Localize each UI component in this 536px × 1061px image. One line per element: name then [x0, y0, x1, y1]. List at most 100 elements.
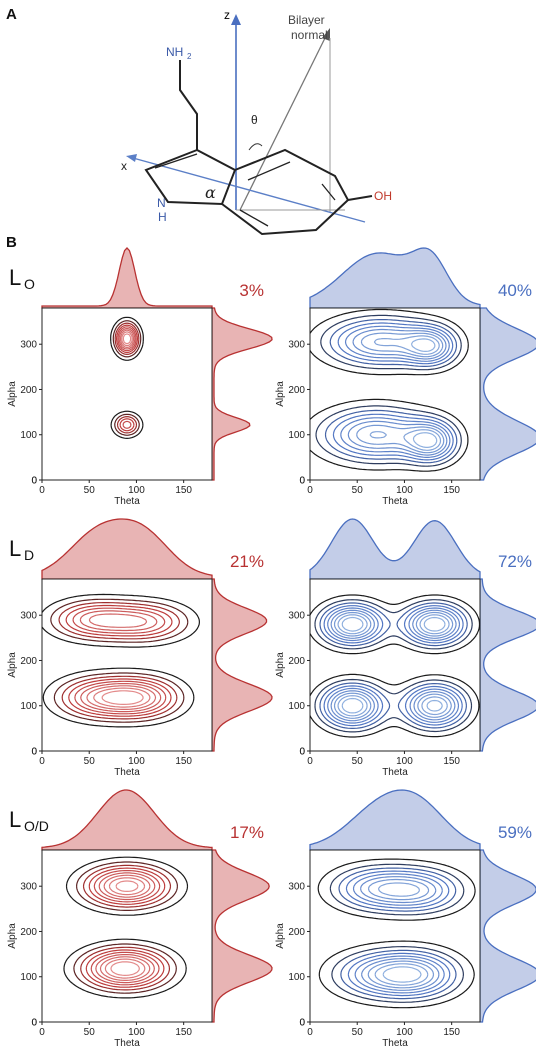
y-tick-label: 200 [20, 656, 37, 667]
contour-line [410, 338, 438, 448]
panel-a: A z Bilayer normal x θ α NH 2 N H [6, 6, 392, 236]
y-tick-label: 0 [299, 476, 305, 487]
contour-line [116, 324, 138, 432]
percent-label: 21% [230, 552, 264, 571]
x-axis-label: x [121, 159, 127, 173]
contour-line [73, 861, 178, 994]
alpha-marginal-density [479, 849, 536, 1023]
x-tick-label: 0 [307, 756, 313, 767]
z-axis-arrow-icon [231, 14, 241, 25]
hydroxyl-bond [347, 195, 373, 201]
y-tick-label: 0 [299, 747, 305, 758]
contour-line [332, 322, 454, 461]
y-tick-label: 200 [288, 656, 305, 667]
x-tick-label: 50 [352, 756, 364, 767]
y-axis-title: Alpha [7, 652, 18, 678]
contour-line [110, 880, 140, 976]
contour-line [79, 610, 162, 713]
x-tick-label: 150 [175, 1027, 192, 1038]
y-tick-label: 200 [20, 385, 37, 396]
contour-line [95, 872, 156, 984]
x-axis-title: Theta [114, 496, 140, 507]
theta-marginal-density [309, 789, 481, 851]
bilayer-normal-label-2: normal [291, 28, 328, 42]
contour-line [112, 320, 142, 436]
state-label: L [9, 536, 21, 561]
serotonin-molecule [144, 60, 373, 236]
y-tick-label: 300 [20, 882, 37, 893]
x-tick-label: 150 [175, 756, 192, 767]
y-tick-label: 300 [20, 340, 37, 351]
contour-line [345, 870, 451, 997]
amine-label: NH [166, 45, 183, 59]
contour-line [93, 687, 151, 708]
contour-line [367, 878, 435, 989]
contour-line [314, 599, 473, 733]
state-subscript: O [24, 276, 35, 292]
contour-line [324, 319, 458, 464]
y-axis-title: Alpha [275, 652, 286, 678]
contour-line [101, 690, 144, 705]
contour-line [327, 607, 461, 724]
alpha-label: α [205, 183, 216, 202]
bilayer-normal-line [239, 35, 327, 211]
contour-line [374, 882, 429, 986]
y-tick-label: 0 [31, 747, 37, 758]
percent-label: 40% [498, 281, 532, 300]
percent-label: 17% [230, 823, 264, 842]
contour-line [121, 331, 133, 347]
y-tick-label: 200 [288, 927, 305, 938]
x-axis [132, 157, 366, 223]
y-tick-label: 300 [288, 882, 305, 893]
y-tick-label: 300 [288, 611, 305, 622]
y-tick-label: 0 [31, 476, 37, 487]
contour-line [338, 867, 457, 1000]
x-tick-label: 0 [39, 1027, 45, 1038]
contour-line [90, 870, 161, 986]
contour-line [319, 602, 468, 729]
x-axis-title: Theta [114, 767, 140, 778]
y-tick-label: 200 [288, 385, 305, 396]
contour-line [323, 605, 464, 727]
x-tick-label: 50 [84, 1027, 96, 1038]
indole-h-label: H [158, 210, 167, 224]
x-tick-label: 0 [307, 1027, 313, 1038]
x-tick-label: 50 [84, 485, 96, 496]
alpha-marginal-density [211, 578, 273, 752]
panel-b-letter: B [6, 234, 17, 251]
y-tick-label: 0 [31, 1018, 37, 1029]
y-axis-title: Alpha [275, 381, 286, 407]
bilayer-normal-label-1: Bilayer [288, 13, 325, 27]
theta-label: θ [251, 113, 258, 127]
x-axis-title: Theta [114, 1038, 140, 1049]
panel-a-letter: A [6, 6, 17, 23]
state-subscript: O/D [24, 818, 49, 834]
bilayer-normal-arrow-icon [322, 28, 330, 41]
x-tick-label: 150 [443, 485, 460, 496]
contour-line [58, 602, 180, 720]
chart-grid: 0 50 100 150 0 100 200 300 0 Theta Alpha 3% 0 50 100 15… [7, 247, 536, 1049]
contour-line [317, 858, 476, 1009]
x-tick-label: 50 [84, 756, 96, 767]
contour-line [356, 332, 445, 454]
y-tick-label: 100 [20, 430, 37, 441]
contour-line [309, 308, 469, 472]
y-axis-title: Alpha [275, 923, 286, 949]
x-tick-label: 150 [443, 756, 460, 767]
contour-line [110, 316, 144, 439]
y-tick-label: 300 [20, 611, 37, 622]
contour-line [352, 873, 445, 994]
y-tick-label: 100 [20, 701, 37, 712]
contour-line [330, 609, 457, 722]
contour-line [333, 611, 454, 719]
contour-line [72, 607, 167, 715]
x-tick-label: 50 [352, 485, 364, 496]
alpha-marginal-density [479, 307, 536, 481]
y-tick-label: 100 [288, 430, 305, 441]
alpha-marginal-density [479, 578, 536, 752]
